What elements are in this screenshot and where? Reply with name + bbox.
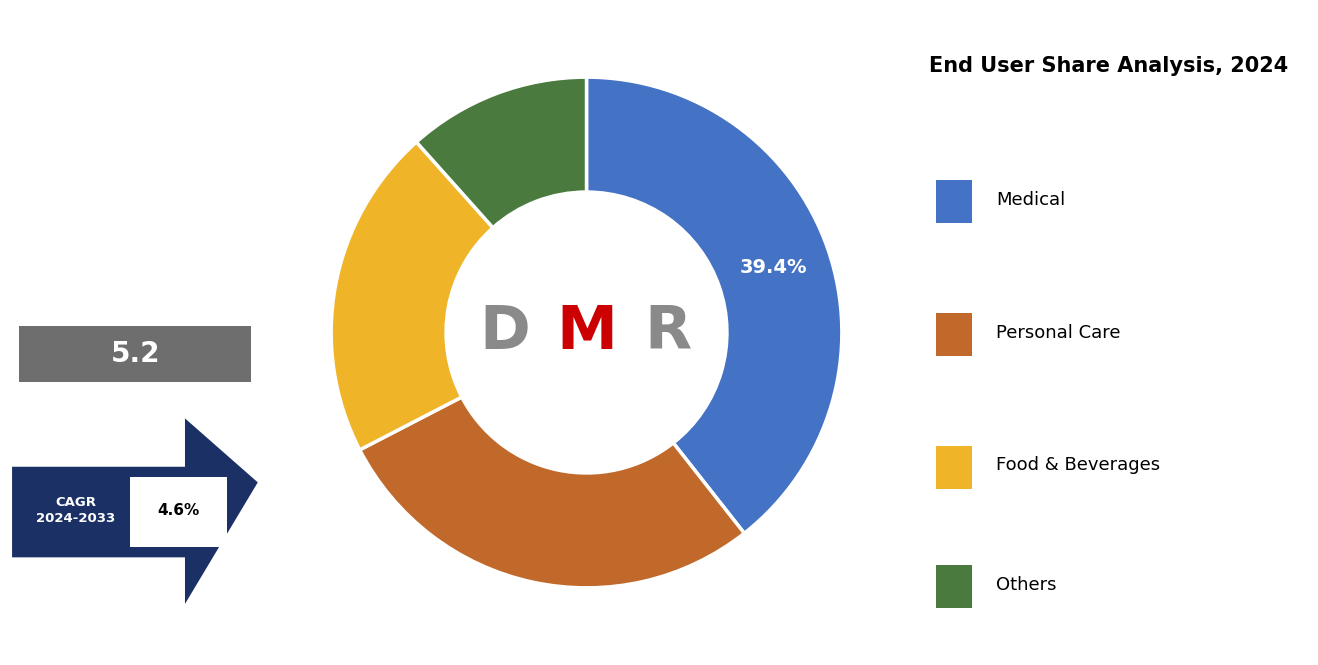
FancyBboxPatch shape	[936, 180, 973, 223]
Text: 4.6%: 4.6%	[157, 503, 199, 518]
FancyBboxPatch shape	[18, 326, 252, 382]
Text: Dimension
Market
Research: Dimension Market Research	[65, 88, 206, 178]
Text: 39.4%: 39.4%	[739, 258, 808, 277]
FancyBboxPatch shape	[936, 565, 973, 608]
Wedge shape	[587, 77, 842, 533]
Text: 5.2: 5.2	[111, 340, 159, 368]
Text: Global Hypochlorous
Acid Market Size
(USD Billion), 2024: Global Hypochlorous Acid Market Size (US…	[54, 261, 216, 317]
Text: M: M	[556, 303, 617, 362]
Text: CAGR
2024-2033: CAGR 2024-2033	[36, 496, 115, 525]
Text: End User Share Analysis, 2024: End User Share Analysis, 2024	[929, 57, 1289, 76]
Wedge shape	[331, 142, 493, 450]
Circle shape	[453, 200, 720, 466]
Text: Medical: Medical	[996, 190, 1066, 209]
FancyBboxPatch shape	[129, 477, 227, 547]
Text: R: R	[645, 303, 692, 362]
Text: Food & Beverages: Food & Beverages	[996, 456, 1161, 475]
Wedge shape	[416, 77, 587, 227]
Text: D: D	[480, 303, 530, 362]
FancyBboxPatch shape	[936, 313, 973, 356]
Text: Personal Care: Personal Care	[996, 323, 1120, 342]
Text: Others: Others	[996, 576, 1057, 595]
Polygon shape	[11, 416, 260, 608]
FancyBboxPatch shape	[936, 446, 973, 489]
Wedge shape	[360, 397, 745, 588]
